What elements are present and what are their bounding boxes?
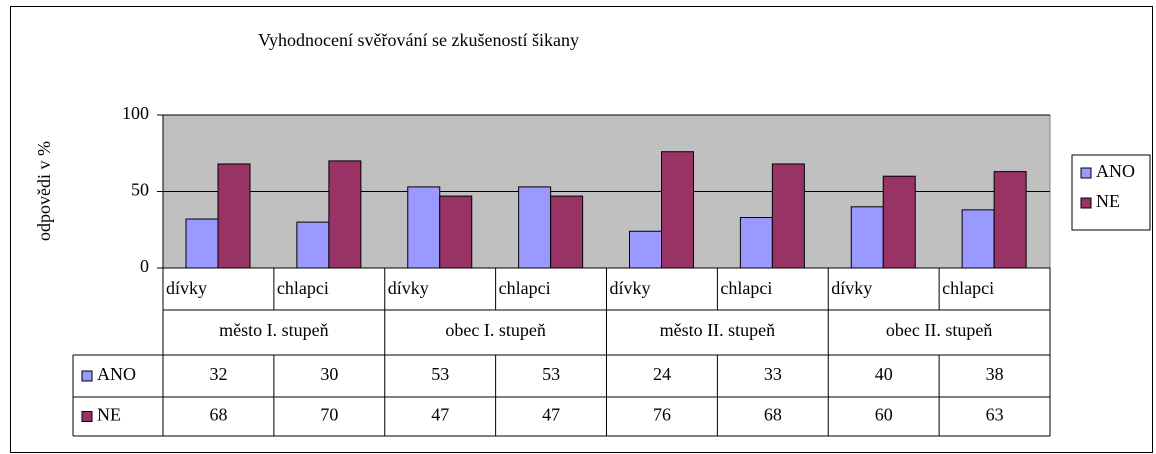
y-axis-label: odpovědi v %: [34, 141, 54, 241]
bar: [629, 230, 662, 269]
table-legend-key: [81, 370, 93, 382]
chart-title: Vyhodnocení svěřování se zkušeností šika…: [258, 30, 579, 50]
bar: [850, 206, 884, 269]
legend-key: [1080, 167, 1092, 179]
table-value: 70: [320, 405, 338, 425]
group-label: město I. stupeň: [219, 320, 329, 340]
bar: [296, 221, 330, 269]
bar: [217, 163, 251, 269]
bar: [407, 186, 441, 269]
bar: [882, 175, 916, 269]
x-tick-label: chlapci: [499, 278, 551, 298]
x-tick-label: dívky: [388, 278, 429, 298]
x-tick-label: chlapci: [720, 278, 772, 298]
table-value: 47: [431, 405, 449, 425]
table-value: 47: [542, 405, 560, 425]
legend-key: [1080, 197, 1092, 209]
chart-border: [10, 6, 1153, 453]
table-series-name: NE: [97, 405, 121, 425]
table-value: 32: [209, 364, 227, 384]
bar: [771, 163, 805, 269]
bar: [661, 151, 694, 269]
x-tick-label: chlapci: [942, 278, 994, 298]
group-label: obec II. stupeň: [886, 320, 992, 340]
y-tick-label: 50: [131, 180, 149, 200]
table-value: 53: [431, 364, 449, 384]
y-tick-label: 100: [122, 103, 149, 123]
x-tick-label: dívky: [166, 278, 207, 298]
table-value: 30: [320, 364, 338, 384]
x-tick-label: dívky: [610, 278, 651, 298]
x-tick-label: chlapci: [277, 278, 329, 298]
legend-label: ANO: [1096, 161, 1135, 181]
table-value: 24: [653, 364, 671, 384]
x-tick-label: dívky: [831, 278, 872, 298]
bar: [993, 171, 1027, 269]
table-value: 68: [209, 405, 227, 425]
table-series-name: ANO: [97, 364, 136, 384]
table-value: 40: [875, 364, 893, 384]
bar: [961, 209, 995, 269]
group-label: obec I. stupeň: [445, 320, 545, 340]
group-label: město II. stupeň: [660, 320, 775, 340]
table-value: 76: [653, 405, 671, 425]
table-value: 38: [986, 364, 1004, 384]
table-value: 53: [542, 364, 560, 384]
table-value: 68: [764, 405, 782, 425]
table-legend-key: [81, 411, 93, 422]
bar: [328, 160, 362, 269]
y-tick-label: 0: [140, 256, 149, 276]
bar: [518, 186, 552, 269]
bar: [439, 195, 473, 269]
legend-label: NE: [1096, 191, 1120, 211]
table-value: 60: [875, 405, 893, 425]
table-value: 33: [764, 364, 782, 384]
bar: [550, 195, 584, 269]
bar: [739, 217, 773, 269]
bar: [185, 218, 219, 269]
table-value: 63: [986, 405, 1004, 425]
